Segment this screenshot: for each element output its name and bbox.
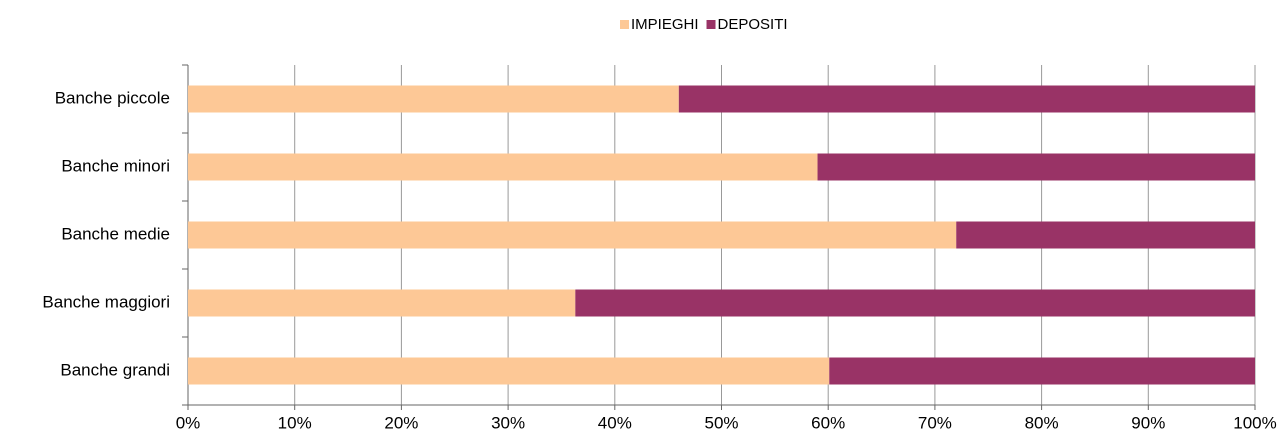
x-tick-label: 60% bbox=[811, 413, 845, 432]
x-tick-label: 0% bbox=[176, 413, 201, 432]
bar-segment bbox=[817, 153, 1255, 181]
bar-segment bbox=[188, 221, 957, 249]
legend-label: DEPOSITI bbox=[718, 16, 788, 33]
bar-segment bbox=[188, 357, 830, 385]
x-tick-label: 50% bbox=[704, 413, 738, 432]
x-tick-label: 100% bbox=[1233, 413, 1276, 432]
bar-segment bbox=[956, 221, 1255, 249]
y-tick-label: Banche grandi bbox=[60, 360, 170, 379]
x-tick-label: 40% bbox=[598, 413, 632, 432]
bar-segment bbox=[829, 357, 1255, 385]
bar-segment bbox=[188, 85, 679, 113]
x-tick-label: 90% bbox=[1131, 413, 1165, 432]
x-tick-label: 20% bbox=[384, 413, 418, 432]
y-tick-label: Banche piccole bbox=[55, 88, 170, 107]
legend-label: IMPIEGHI bbox=[631, 16, 699, 33]
y-tick-label: Banche maggiori bbox=[42, 292, 170, 311]
x-tick-label: 10% bbox=[278, 413, 312, 432]
legend-swatch bbox=[706, 20, 716, 29]
bar-segment bbox=[188, 289, 576, 317]
legend-swatch bbox=[620, 20, 629, 29]
bar-segment bbox=[678, 85, 1255, 113]
bar-segment bbox=[188, 153, 818, 181]
x-tick-label: 30% bbox=[491, 413, 525, 432]
x-tick-label: 70% bbox=[918, 413, 952, 432]
bar-segment bbox=[575, 289, 1255, 317]
x-tick-label: 80% bbox=[1025, 413, 1059, 432]
y-tick-label: Banche medie bbox=[61, 224, 170, 243]
y-tick-label: Banche minori bbox=[61, 156, 170, 175]
